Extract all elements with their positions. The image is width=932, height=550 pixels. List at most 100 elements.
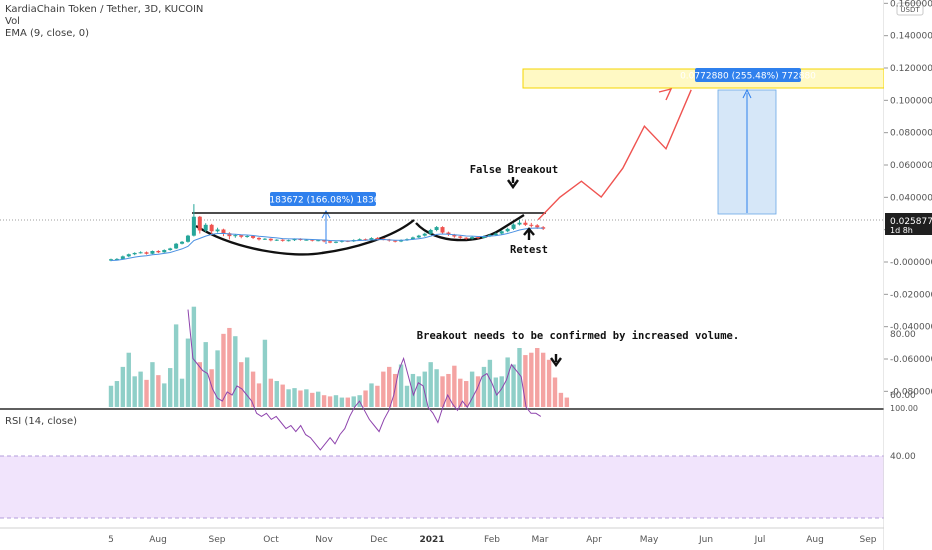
candle-body <box>440 227 445 233</box>
volume-bar <box>345 397 350 407</box>
retest-arrow-icon <box>523 227 535 240</box>
candle-body <box>375 238 380 240</box>
projection-path <box>537 89 692 221</box>
price-marker <box>885 213 932 235</box>
candle-body <box>203 224 208 231</box>
volume-bar <box>179 378 185 407</box>
candle-body <box>257 237 261 240</box>
candle-body <box>150 251 155 254</box>
volume-bar <box>422 371 427 407</box>
rsi-line <box>187 309 542 451</box>
volume-bar <box>327 396 333 407</box>
volume-bar <box>126 352 131 407</box>
cup-curve <box>195 219 415 256</box>
candle-body <box>180 241 185 244</box>
volume-bar <box>108 385 114 407</box>
candle-body <box>245 235 250 237</box>
time-tick-label: Dec <box>370 535 387 545</box>
volume-bar <box>185 338 191 407</box>
candle-body <box>304 239 309 241</box>
volume-bar <box>499 376 504 407</box>
candle-body <box>227 233 232 237</box>
candle-body <box>298 239 303 241</box>
currency-button[interactable]: USDT <box>896 2 924 16</box>
price-tick-label: -0.0400000 <box>890 323 932 333</box>
volume-bar <box>286 389 291 407</box>
candle-body <box>493 233 498 236</box>
volume-bar <box>475 376 481 407</box>
volume-bar <box>298 390 303 407</box>
volume-bar <box>452 365 457 407</box>
rsi-tick-label: 40.00 <box>890 452 916 462</box>
measure-label-2: 0.0772880 (255.48%) 772880 <box>680 72 816 82</box>
time-tick-label: Sep <box>860 535 877 545</box>
ema-line <box>110 227 544 261</box>
candle-body <box>185 235 190 242</box>
candle-body <box>120 256 125 259</box>
candle-body <box>393 240 398 242</box>
candle-body <box>434 227 439 230</box>
candle-body <box>162 250 167 253</box>
candle-body <box>322 240 327 242</box>
price-axis-area[interactable] <box>884 0 932 550</box>
measure-label-1-bg <box>270 192 376 206</box>
candle-body <box>535 225 540 228</box>
volume-bar <box>511 364 516 407</box>
candle-body <box>470 237 475 239</box>
volume-bar <box>203 342 208 407</box>
candle-body <box>416 235 421 238</box>
candle-body <box>114 258 119 260</box>
volume-bar <box>416 376 422 407</box>
volume-bar <box>351 396 356 407</box>
volume-bar <box>227 327 232 407</box>
currency-button-label: USDT <box>900 6 920 14</box>
volume-bar <box>268 378 274 407</box>
rsi-legend: RSI (14, close) <box>5 416 77 427</box>
volume-bar <box>446 373 451 407</box>
volume-bar <box>546 359 552 407</box>
volume-bar <box>168 368 173 407</box>
volume-bar <box>410 373 416 407</box>
volume-bar <box>221 333 226 407</box>
candle-body <box>144 252 149 254</box>
candle-body <box>138 252 143 254</box>
time-tick-label: Jun <box>698 535 713 545</box>
volume-bar <box>162 383 167 407</box>
candle-body <box>517 222 522 225</box>
candle-body <box>357 239 362 241</box>
price-marker-value: 0.0258770 <box>890 217 932 227</box>
candle-body <box>333 241 338 243</box>
volume-bar <box>262 339 268 407</box>
candle-body <box>529 224 534 226</box>
volume-bar <box>333 395 339 407</box>
candle-body <box>505 228 510 232</box>
volume-bar <box>381 371 386 407</box>
volume-bar <box>440 376 445 407</box>
price-marker-countdown: 1d 8h <box>890 226 913 235</box>
rsi-axis-ticks: 80.00 60.00 40.00 <box>890 330 916 462</box>
candle-body <box>369 238 374 240</box>
candle-body <box>126 254 131 257</box>
candle-body <box>487 235 492 237</box>
false-breakout-arrow-icon <box>507 177 519 190</box>
candle-body <box>239 235 244 237</box>
measure-arrow-2-head <box>742 88 752 99</box>
retest-label: Retest <box>510 244 548 256</box>
volume-bar <box>239 362 244 407</box>
volume-bar <box>233 336 238 407</box>
volume-bar <box>529 352 534 407</box>
time-tick-label: May <box>640 535 659 545</box>
candles <box>109 204 546 262</box>
volume-bar <box>481 366 487 407</box>
volume-bar <box>517 348 522 407</box>
volume-bar <box>304 389 309 407</box>
volume-bar <box>156 375 161 407</box>
volume-bar <box>244 357 250 407</box>
candle-body <box>262 238 267 240</box>
